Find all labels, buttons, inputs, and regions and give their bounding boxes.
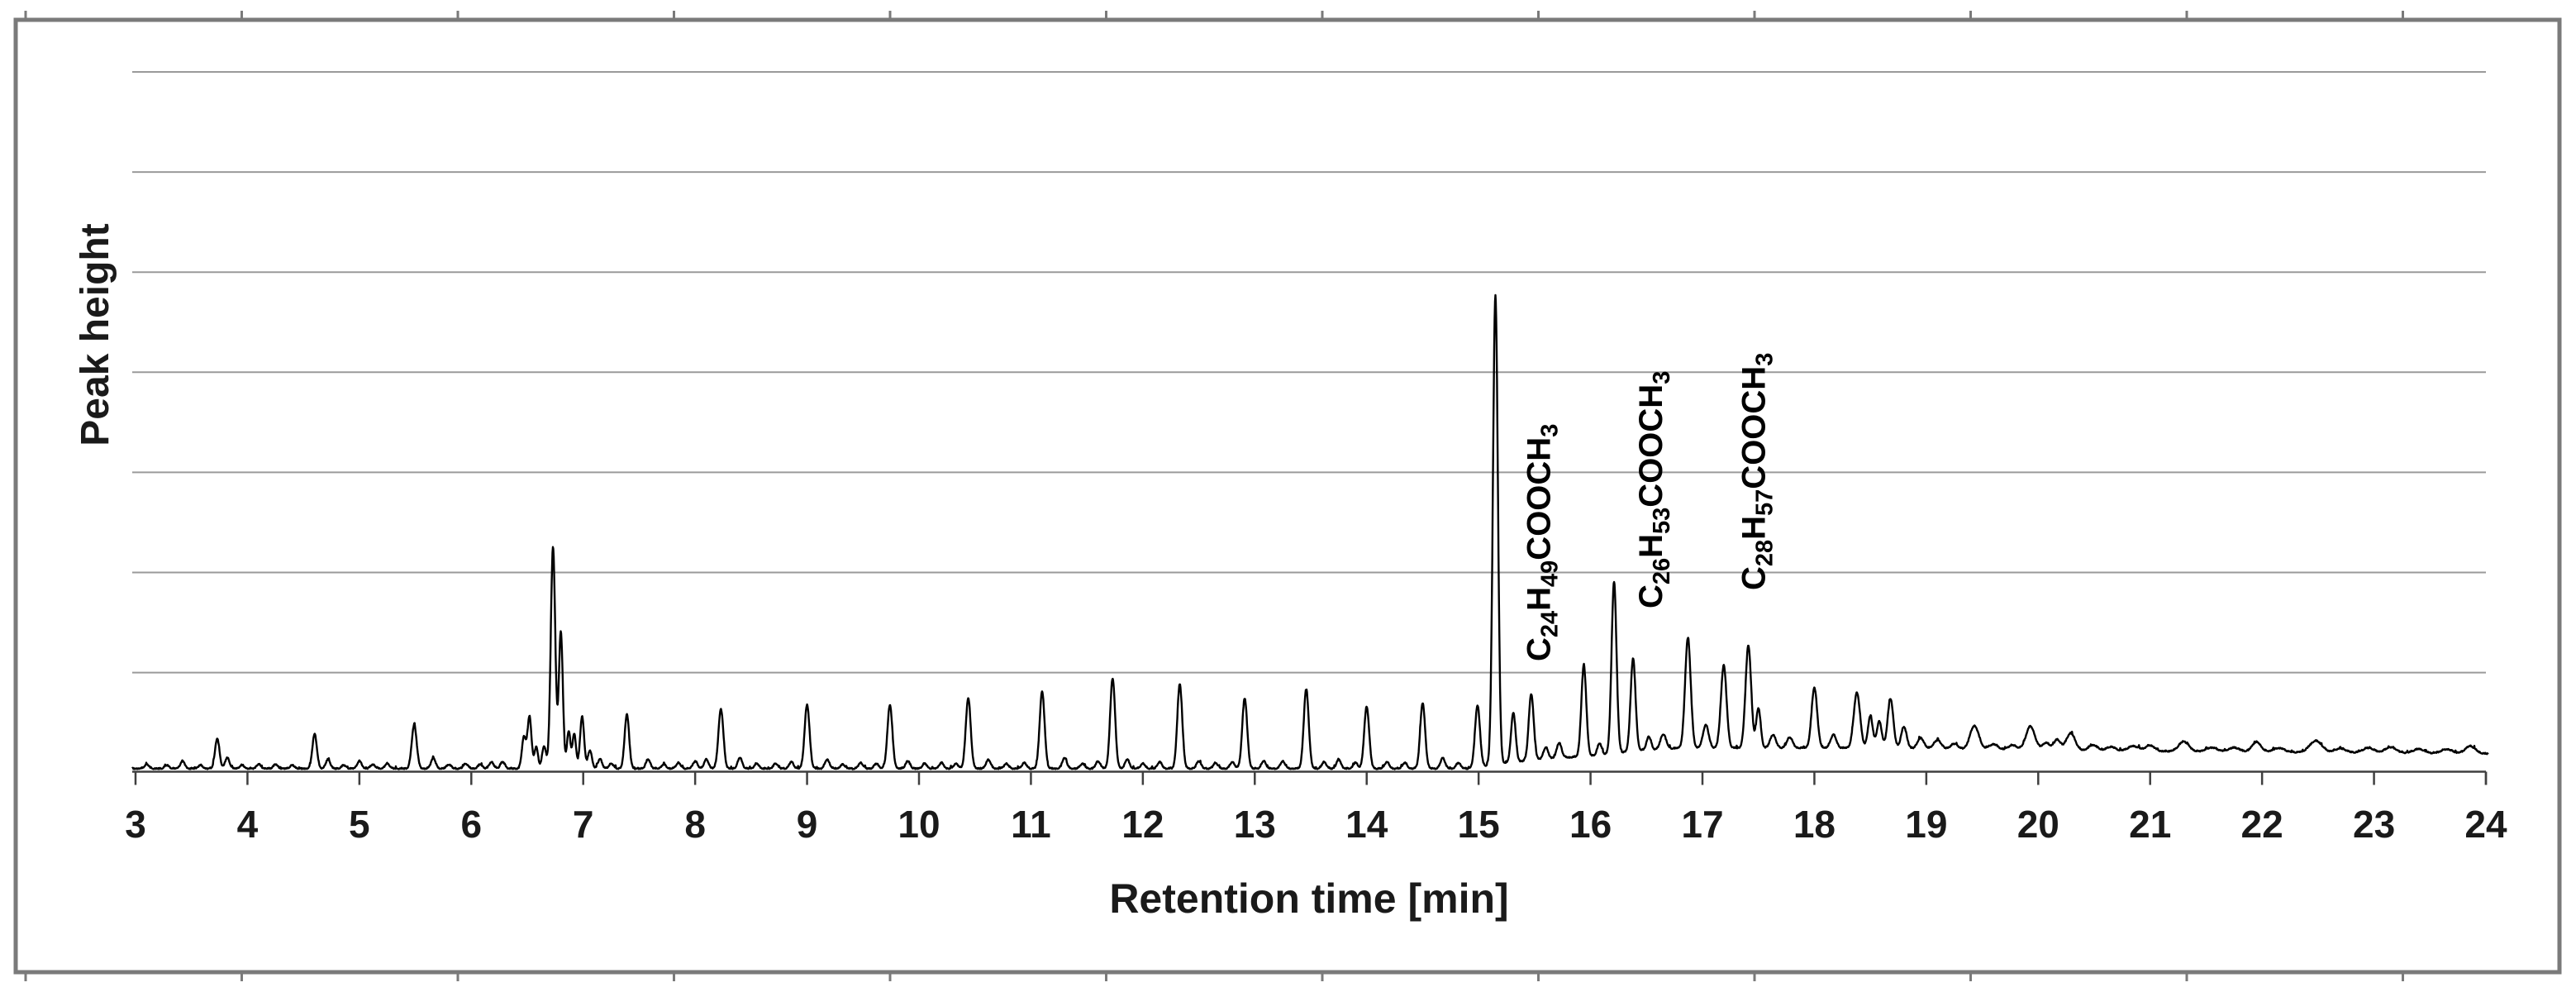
x-tick-label: 8: [684, 803, 706, 846]
x-tick-label: 9: [797, 803, 818, 846]
peak-label-c26h53cooch3: C26H53COOCH3: [1633, 371, 1675, 608]
formula-text: C: [1633, 584, 1669, 608]
x-tick-label: 14: [1345, 803, 1388, 846]
x-tick-label: 15: [1458, 803, 1500, 846]
formula-subscript: 3: [1649, 371, 1675, 384]
formula-text: H: [1521, 587, 1558, 611]
formula-text: C: [1736, 566, 1773, 590]
formula-text: H: [1736, 516, 1773, 540]
x-tick-label: 17: [1681, 803, 1723, 846]
formula-subscript: 24: [1537, 611, 1564, 637]
formula-subscript: 26: [1649, 558, 1675, 584]
x-tick-label: 23: [2353, 803, 2395, 846]
x-tick-label: 24: [2464, 803, 2507, 846]
x-tick-label: 11: [1011, 803, 1051, 846]
formula-subscript: 57: [1752, 489, 1778, 516]
x-tick-label: 4: [237, 803, 259, 846]
formula-text: COOCH: [1633, 384, 1669, 508]
formula-subscript: 53: [1649, 508, 1675, 534]
x-tick-label: 20: [2017, 803, 2059, 846]
x-tick-label: 5: [349, 803, 370, 846]
x-tick-label: 10: [898, 803, 940, 846]
x-tick-label: 16: [1569, 803, 1612, 846]
formula-subscript: 3: [1752, 353, 1778, 366]
x-tick-label: 18: [1793, 803, 1836, 846]
formula-text: COOCH: [1521, 437, 1558, 560]
formula-text: COOCH: [1736, 366, 1773, 489]
peak-label-c28h57cooch3: C28H57COOCH3: [1736, 353, 1778, 590]
x-tick-label: 3: [125, 803, 146, 846]
formula-text: C: [1521, 637, 1558, 661]
figure-border: [13, 17, 2562, 975]
x-tick-label: 7: [573, 803, 594, 846]
x-axis-title: Retention time [min]: [1109, 875, 1508, 922]
y-axis-title: Peak height: [74, 223, 117, 446]
x-tick-label: 21: [2129, 803, 2171, 846]
x-tick-label: 6: [460, 803, 482, 846]
peak-label-c24h49cooch3: C24H49COOCH3: [1521, 424, 1564, 661]
formula-subscript: 3: [1537, 424, 1564, 437]
x-tick-label: 19: [1905, 803, 1947, 846]
x-tick-label: 12: [1121, 803, 1164, 846]
formula-text: H: [1633, 534, 1669, 558]
x-tick-label: 22: [2241, 803, 2283, 846]
chromatogram-trace: [131, 293, 2489, 770]
formula-subscript: 28: [1752, 540, 1778, 566]
formula-subscript: 49: [1537, 560, 1564, 587]
x-tick-label: 13: [1234, 803, 1276, 846]
